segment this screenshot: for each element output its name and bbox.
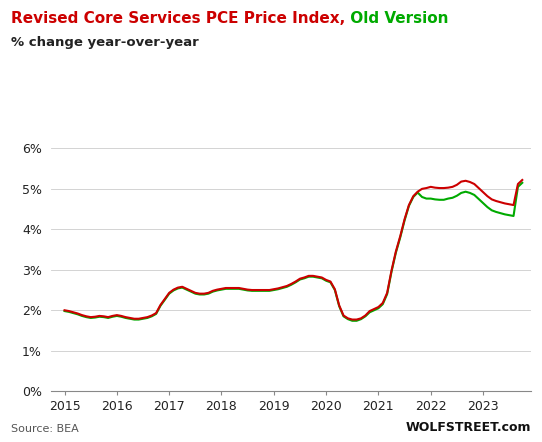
Text: Revised Core Services PCE Price Index,: Revised Core Services PCE Price Index, bbox=[11, 11, 345, 26]
Text: Source: BEA: Source: BEA bbox=[11, 424, 79, 434]
Text: Old Version: Old Version bbox=[345, 11, 449, 26]
Text: WOLFSTREET.com: WOLFSTREET.com bbox=[405, 421, 531, 434]
Text: % change year-over-year: % change year-over-year bbox=[11, 36, 198, 49]
